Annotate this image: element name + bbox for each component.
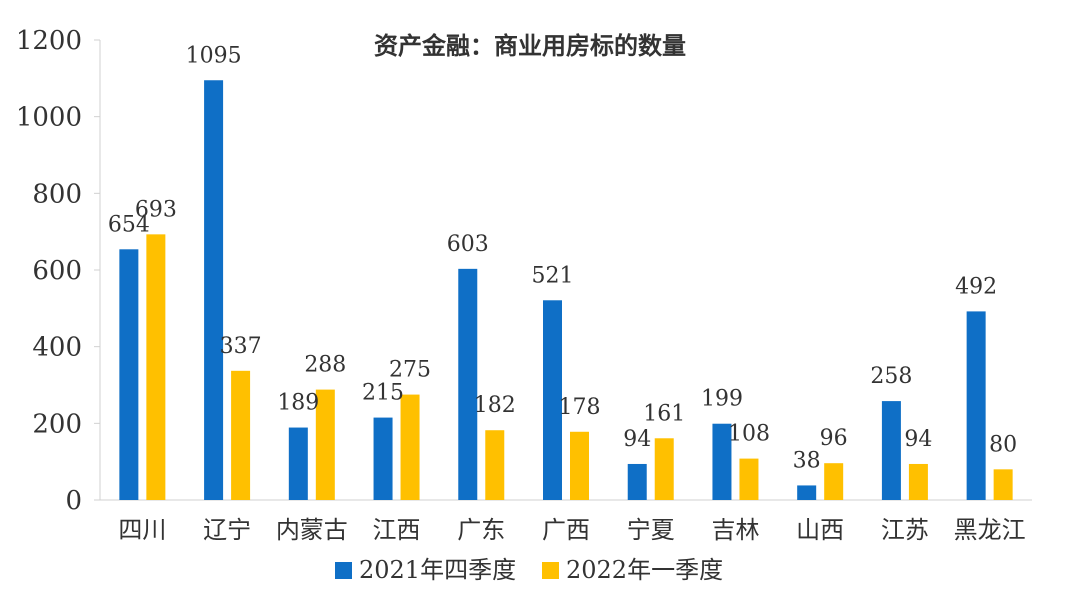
data-label: 1095 <box>186 43 242 68</box>
y-tick-label: 400 <box>32 333 82 363</box>
bar-s2 <box>908 463 928 500</box>
data-label: 96 <box>820 426 848 451</box>
data-label: 80 <box>989 432 1017 457</box>
legend-label: 2021年四季度 <box>359 556 516 584</box>
data-label: 693 <box>135 197 177 222</box>
legend-swatch <box>335 562 352 579</box>
bar-s2 <box>824 463 844 500</box>
data-label: 654 <box>108 212 150 237</box>
y-tick-label: 0 <box>65 486 82 516</box>
bar-s2 <box>146 234 166 500</box>
data-label: 603 <box>447 232 489 257</box>
bar-s1 <box>966 311 986 500</box>
bar-s2 <box>739 458 759 500</box>
bar-s2 <box>570 431 589 500</box>
x-category-label: 江苏 <box>881 516 929 544</box>
bar-s2 <box>315 389 335 500</box>
x-category-label: 内蒙古 <box>276 516 348 544</box>
bar-s1 <box>373 417 393 500</box>
data-label: 189 <box>277 391 319 416</box>
data-label: 94 <box>623 427 651 452</box>
bar-s2 <box>400 394 420 500</box>
data-label: 492 <box>955 274 997 299</box>
x-category-label: 山西 <box>796 516 844 544</box>
y-tick-label: 200 <box>32 409 82 439</box>
data-label: 521 <box>532 263 574 288</box>
bar-s1 <box>543 300 562 500</box>
data-label: 215 <box>362 381 404 406</box>
bar-s1 <box>881 401 901 500</box>
data-label: 161 <box>643 401 685 426</box>
y-axis: 0 200 400 600 800 1000 1200 <box>16 26 101 516</box>
bar-s2 <box>654 438 674 500</box>
y-tick-label: 800 <box>32 179 82 209</box>
x-category-label: 黑龙江 <box>954 516 1026 544</box>
data-label: 94 <box>904 427 932 452</box>
y-tick-label: 1000 <box>16 103 82 133</box>
bars <box>119 80 1013 500</box>
x-category-label: 江西 <box>373 516 421 544</box>
bar-s1 <box>627 463 647 500</box>
data-label: 288 <box>304 353 346 378</box>
x-category-label: 吉林 <box>711 516 759 544</box>
x-category-label: 广东 <box>457 516 505 544</box>
x-category-label: 广西 <box>542 516 590 544</box>
bar-s1 <box>204 80 224 500</box>
legend-swatch <box>542 562 559 579</box>
data-label: 38 <box>793 448 821 473</box>
x-category-label: 辽宁 <box>203 516 251 544</box>
data-label: 275 <box>389 358 431 383</box>
data-label: 199 <box>701 387 743 412</box>
data-label: 337 <box>220 334 262 359</box>
bar-s2 <box>485 430 505 500</box>
x-category-label: 四川 <box>118 516 166 544</box>
bar-s2 <box>993 469 1013 500</box>
bar-s2 <box>231 370 251 500</box>
bar-s1 <box>797 485 817 500</box>
bar-s1 <box>712 423 732 500</box>
data-label: 108 <box>728 422 770 447</box>
bar-s1 <box>458 268 478 500</box>
x-axis: 四川 辽宁 内蒙古 江西 广东 广西 宁夏 吉林 山西 江苏 黑龙江 <box>100 499 1032 544</box>
data-label: 178 <box>559 395 601 420</box>
chart-title: 资产金融：商业用房标的数量 <box>374 32 686 60</box>
legend-label: 2022年一季度 <box>566 556 723 584</box>
data-label: 182 <box>474 393 516 418</box>
data-labels: 654 1095 189 215 603 521 94 199 38 258 492 693 337 28… <box>108 43 1017 473</box>
bar-s1 <box>119 249 139 500</box>
x-category-label: 宁夏 <box>627 516 675 544</box>
y-tick-label: 1200 <box>16 26 82 56</box>
bar-s1 <box>288 427 308 500</box>
legend: 2021年四季度 2022年一季度 <box>335 556 723 584</box>
data-label: 258 <box>870 364 912 389</box>
y-tick-label: 600 <box>32 256 82 286</box>
